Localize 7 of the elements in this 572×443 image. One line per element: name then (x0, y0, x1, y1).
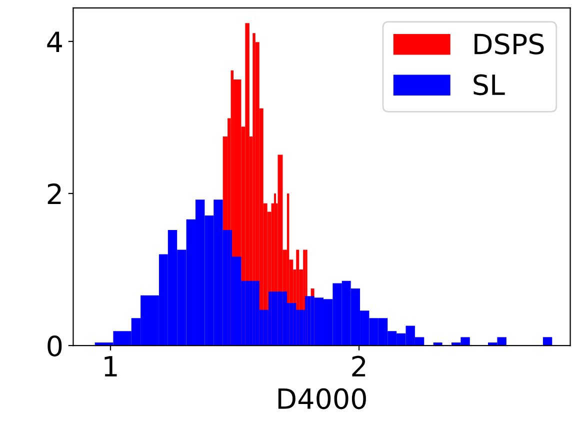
y-tick-label: 4 (47, 32, 62, 52)
y-tick-label: 0 (48, 335, 62, 356)
x-axis-title: D4000 (278, 388, 366, 410)
legend-label: SL (474, 74, 505, 96)
y-tick-label: 2 (48, 183, 61, 204)
legend-label: DSPS (474, 33, 544, 54)
x-tick-label: 1 (104, 356, 117, 376)
